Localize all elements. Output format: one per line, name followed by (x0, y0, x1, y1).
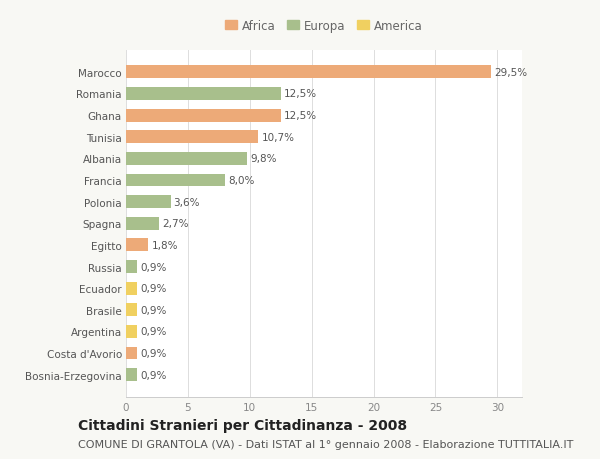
Text: Cittadini Stranieri per Cittadinanza - 2008: Cittadini Stranieri per Cittadinanza - 2… (78, 418, 407, 432)
Bar (126, 174, 225, 187)
Bar (126, 66, 491, 79)
Text: 0,9%: 0,9% (140, 305, 167, 315)
Text: 2,7%: 2,7% (163, 219, 189, 229)
Legend: Africa, Europa, America: Africa, Europa, America (221, 15, 427, 37)
Text: 12,5%: 12,5% (284, 111, 317, 121)
Text: 12,5%: 12,5% (284, 90, 317, 99)
Text: 0,9%: 0,9% (140, 284, 167, 293)
Text: 1,8%: 1,8% (151, 241, 178, 250)
Text: 0,9%: 0,9% (140, 262, 167, 272)
Bar (126, 347, 137, 360)
Bar (126, 109, 281, 123)
Bar (126, 368, 137, 381)
Text: 10,7%: 10,7% (262, 133, 295, 142)
Bar (126, 239, 148, 252)
Text: 9,8%: 9,8% (250, 154, 277, 164)
Text: 0,9%: 0,9% (140, 370, 167, 380)
Text: 8,0%: 8,0% (228, 176, 254, 185)
Text: 3,6%: 3,6% (173, 197, 200, 207)
Text: 29,5%: 29,5% (494, 68, 527, 78)
Text: 0,9%: 0,9% (140, 327, 167, 336)
Bar (126, 152, 247, 166)
Bar (126, 303, 137, 317)
Bar (126, 131, 259, 144)
Text: COMUNE DI GRANTOLA (VA) - Dati ISTAT al 1° gennaio 2008 - Elaborazione TUTTITALI: COMUNE DI GRANTOLA (VA) - Dati ISTAT al … (78, 440, 574, 449)
Bar (126, 196, 170, 209)
Bar (126, 217, 160, 230)
Bar (126, 282, 137, 295)
Bar (126, 88, 281, 101)
Bar (126, 325, 137, 338)
Text: 0,9%: 0,9% (140, 348, 167, 358)
Bar (126, 260, 137, 274)
